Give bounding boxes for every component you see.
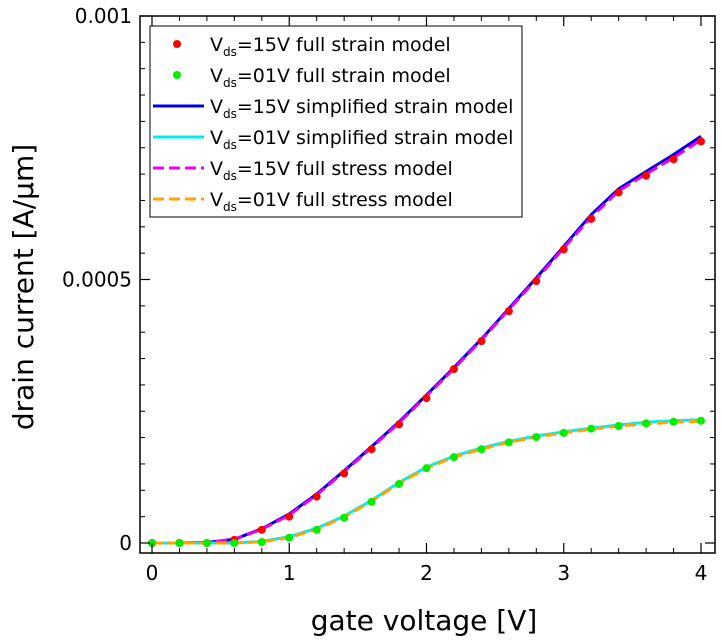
data-point <box>422 394 431 403</box>
legend-entry: Vds=15V full strain model <box>173 34 451 59</box>
legend-label-main: V <box>210 158 223 180</box>
legend-entry: Vds=01V simplified strain model <box>153 127 513 152</box>
data-point <box>614 188 623 197</box>
x-tick-label: 4 <box>695 561 708 585</box>
legend-label-main: V <box>210 189 223 211</box>
x-tick-label: 2 <box>420 561 433 585</box>
data-point <box>642 171 651 180</box>
legend-box <box>149 25 523 218</box>
legend-label: Vds=15V full strain model <box>210 34 451 59</box>
legend-label-sub: ds <box>223 169 237 183</box>
data-point <box>395 479 404 488</box>
data-point <box>697 137 705 146</box>
data-point <box>230 539 239 547</box>
data-point <box>367 497 376 506</box>
data-point <box>477 337 486 346</box>
series-markers-1 <box>148 416 705 547</box>
data-point <box>367 445 376 454</box>
legend-label-rest: =15V full stress model <box>237 158 453 180</box>
x-tick-label: 3 <box>557 561 570 585</box>
data-point <box>504 438 513 447</box>
plot-frame <box>139 15 716 554</box>
tick-labels-layer: 0 1 2 3 4 0 0.0005 0.001 <box>62 4 707 585</box>
data-point <box>312 525 321 534</box>
data-point <box>697 416 705 425</box>
legend-marker <box>173 71 181 79</box>
data-point <box>669 417 678 426</box>
legend-label-sub: ds <box>223 45 237 59</box>
legend-label-rest: =15V simplified strain model <box>237 96 514 118</box>
data-point <box>532 433 541 442</box>
data-point <box>175 539 184 547</box>
x-tick-label: 0 <box>146 561 159 585</box>
legend-label-sub: ds <box>223 107 237 121</box>
data-point <box>449 365 458 374</box>
legend-label-main: V <box>210 127 223 149</box>
legend-entry: Vds=15V full stress model <box>153 158 453 183</box>
y-tick-label: 0.001 <box>75 4 132 28</box>
data-point <box>340 469 349 478</box>
legend-label-main: V <box>210 96 223 118</box>
data-point <box>669 155 678 164</box>
legend-label: Vds=01V full stress model <box>210 189 453 214</box>
legend-label-rest: =01V simplified strain model <box>237 127 514 149</box>
data-point <box>422 464 431 473</box>
data-point <box>312 492 321 501</box>
legend-label-sub: ds <box>223 200 237 214</box>
legend-label: Vds=01V full strain model <box>210 65 451 90</box>
data-point <box>587 214 596 223</box>
legend-label-rest: =01V full stress model <box>237 189 453 211</box>
data-point <box>202 539 211 547</box>
data-point <box>257 537 266 546</box>
legend-label: Vds=15V simplified strain model <box>210 96 513 121</box>
y-axis-title: drain current [A/μm] <box>7 144 40 430</box>
data-point <box>449 453 458 462</box>
data-point <box>477 445 486 454</box>
data-point <box>340 513 349 522</box>
data-point <box>257 525 266 534</box>
data-point <box>614 422 623 431</box>
data-point <box>559 428 568 437</box>
data-point <box>559 245 568 254</box>
legend-marker <box>173 40 181 48</box>
legend-entry: Vds=01V full stress model <box>153 189 453 214</box>
data-point <box>395 420 404 429</box>
series-layer <box>148 134 705 547</box>
legend-label-rest: =15V full strain model <box>237 34 451 56</box>
data-point <box>532 277 541 286</box>
data-point <box>504 307 513 316</box>
legend-label-sub: ds <box>223 76 237 90</box>
legend-label-sub: ds <box>223 138 237 152</box>
x-tick-label: 1 <box>283 561 296 585</box>
data-point <box>642 419 651 428</box>
y-tick-label: 0.0005 <box>62 268 132 292</box>
data-point <box>285 533 294 542</box>
legend-label-main: V <box>210 34 223 56</box>
legend-entry: Vds=01V full strain model <box>173 65 451 90</box>
legend-label: Vds=01V simplified strain model <box>210 127 513 152</box>
y-tick-label: 0 <box>119 531 132 555</box>
data-point <box>285 512 294 521</box>
data-point <box>587 424 596 433</box>
legend-entry: Vds=15V simplified strain model <box>153 96 513 121</box>
x-axis-title: gate voltage [V] <box>311 604 538 637</box>
legend-label: Vds=15V full stress model <box>210 158 453 183</box>
ticks-layer <box>140 15 715 553</box>
legend-label-main: V <box>210 65 223 87</box>
legend-label-rest: =01V full strain model <box>237 65 451 87</box>
